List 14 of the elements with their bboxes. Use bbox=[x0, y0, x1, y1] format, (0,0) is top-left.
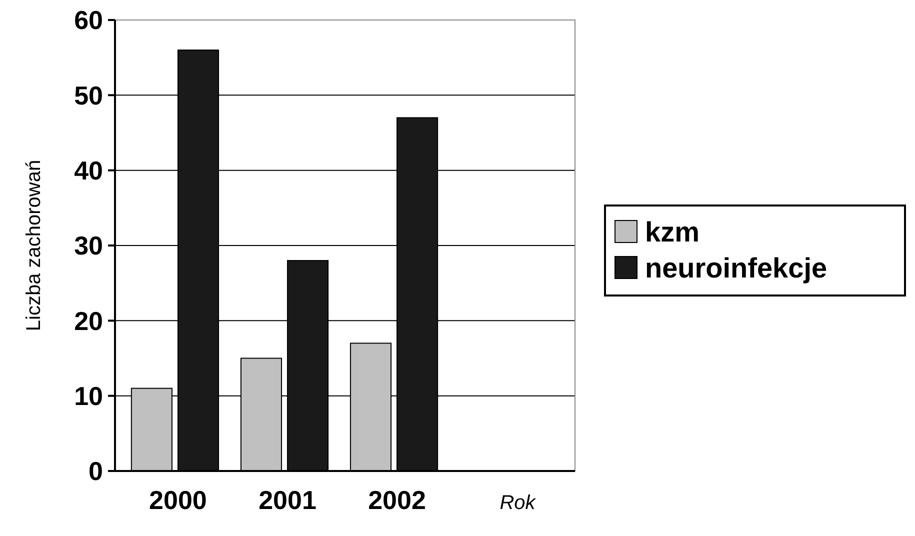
y-tick-label: 30 bbox=[74, 230, 103, 261]
x-tick-label: 2001 bbox=[258, 485, 316, 515]
y-tick-label: 60 bbox=[74, 5, 103, 36]
y-tick-label: 40 bbox=[74, 155, 103, 186]
x-tick-label: 2000 bbox=[149, 485, 207, 515]
y-tick-label: 0 bbox=[88, 456, 103, 486]
y-tick-label: 10 bbox=[74, 380, 103, 411]
y-tick-label: 50 bbox=[74, 80, 103, 110]
legend-label: neuroinfekcje bbox=[645, 252, 828, 284]
x-axis-title: Rok bbox=[500, 492, 536, 514]
x-tick-label: 2002 bbox=[368, 485, 426, 515]
legend-label: kzm bbox=[645, 216, 700, 248]
y-axis-title: Liczba zachorowań bbox=[23, 160, 45, 332]
y-tick-label: 20 bbox=[74, 306, 103, 336]
